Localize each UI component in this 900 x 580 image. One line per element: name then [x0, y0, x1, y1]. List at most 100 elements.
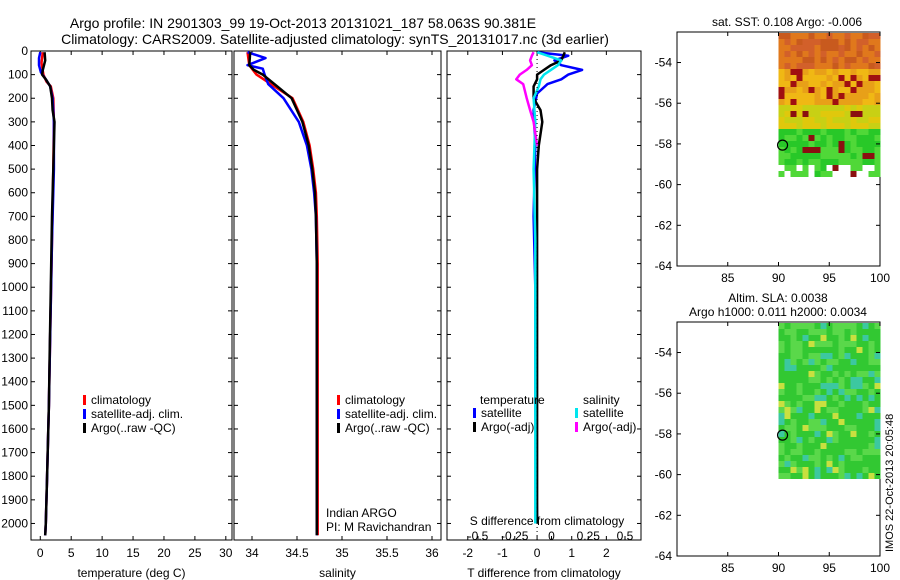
sst-cell [862, 99, 869, 105]
sla-cell [790, 419, 797, 425]
sst-cell [844, 51, 851, 57]
sst-cell [868, 33, 875, 39]
sst-cell [796, 81, 803, 87]
sla-cell [826, 449, 833, 455]
sst-cell [868, 57, 875, 63]
legend-entry: Argo(..raw -QC) [91, 421, 176, 435]
sla-cell [844, 359, 851, 365]
sst-cell [814, 93, 821, 99]
sla-cell [820, 341, 827, 347]
sst-cell [874, 87, 881, 93]
sst-cell [802, 51, 809, 57]
sst-cell [796, 159, 803, 165]
sst-cell [832, 117, 839, 123]
sla-cell [790, 449, 797, 455]
sla-cell [784, 389, 791, 395]
sla-cell [850, 449, 857, 455]
sla-cell [856, 443, 863, 449]
sst-cell [790, 75, 797, 81]
sst-cell [856, 135, 863, 141]
sst-cell [832, 111, 839, 117]
sst-cell [832, 123, 839, 129]
sla-cell [868, 455, 875, 461]
sst-cell [802, 69, 809, 75]
sla-cell [820, 371, 827, 377]
sst-cell [784, 117, 791, 123]
sla-cell [856, 389, 863, 395]
sla-cell [832, 425, 839, 431]
sla-cell [820, 329, 827, 335]
sst-cell [850, 39, 857, 45]
sst-cell [820, 81, 827, 87]
sst-cell [856, 87, 863, 93]
map-y-tick-label: -60 [655, 468, 673, 482]
sst-cell [820, 159, 827, 165]
sst-cell [862, 69, 869, 75]
sst-cell [838, 153, 845, 159]
sst-cell [790, 123, 797, 129]
sla-cell [832, 419, 839, 425]
sst-cell [838, 51, 845, 57]
sst-cell [874, 129, 881, 135]
sla-cell [838, 449, 845, 455]
sla-cell [832, 461, 839, 467]
sst-cell [790, 153, 797, 159]
sla-cell [856, 401, 863, 407]
sst-cell [826, 159, 833, 165]
sst-cell [778, 33, 785, 39]
sst-cell [808, 93, 815, 99]
sst-cell [862, 63, 869, 69]
sst-cell [796, 69, 803, 75]
sla-cell [784, 467, 791, 473]
sla-cell [838, 329, 845, 335]
sla-cell [850, 407, 857, 413]
sst-cell [856, 117, 863, 123]
sla-cell [826, 473, 833, 479]
sla-cell [874, 371, 881, 377]
sst-cell [838, 63, 845, 69]
sla-cell [790, 431, 797, 437]
sla-cell [862, 437, 869, 443]
sla-cell [790, 383, 797, 389]
sst-cell [814, 123, 821, 129]
sst-cell [862, 33, 869, 39]
sla-cell [856, 371, 863, 377]
sla-cell [862, 377, 869, 383]
sst-cell [814, 105, 821, 111]
sst-cell [796, 33, 803, 39]
sla-cell [850, 371, 857, 377]
sla-cell [856, 437, 863, 443]
sla-cell [796, 467, 803, 473]
sla-cell [862, 467, 869, 473]
sla-cell [844, 401, 851, 407]
sla-cell [850, 359, 857, 365]
sla-cell [844, 407, 851, 413]
sla-cell [868, 347, 875, 353]
sla-cell [874, 329, 881, 335]
sla-cell [856, 395, 863, 401]
sla-cell [856, 413, 863, 419]
sla-cell [844, 467, 851, 473]
sst-cell [778, 69, 785, 75]
sla-cell [820, 347, 827, 353]
sst-cell [832, 141, 839, 147]
sla-cell [808, 341, 815, 347]
sst-cell [856, 147, 863, 153]
sla-cell [826, 359, 833, 365]
sst-cell [784, 153, 791, 159]
sla-cell [778, 449, 785, 455]
sla-cell [832, 455, 839, 461]
sla-cell [874, 395, 881, 401]
y-tick-label: 200 [8, 91, 28, 105]
sst-cell [778, 45, 785, 51]
sst-cell [838, 147, 845, 153]
sst-cell [874, 153, 881, 159]
sst-cell [832, 93, 839, 99]
sla-cell [778, 347, 785, 353]
sla-cell [862, 395, 869, 401]
sla-cell [778, 431, 785, 437]
sla-cell [790, 461, 797, 467]
sst-cell [832, 129, 839, 135]
x2-tick-label: 0 [548, 529, 555, 543]
sst-cell [790, 87, 797, 93]
